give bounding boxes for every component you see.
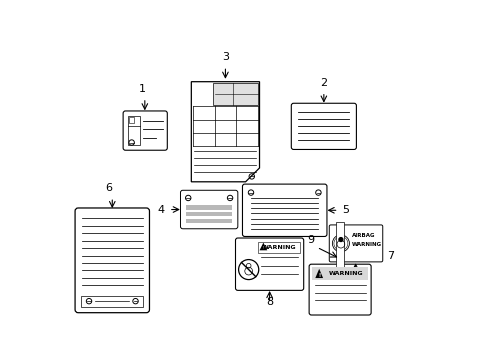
- FancyBboxPatch shape: [308, 264, 370, 315]
- Bar: [311, 267, 367, 280]
- FancyBboxPatch shape: [291, 103, 356, 149]
- FancyBboxPatch shape: [235, 238, 303, 291]
- Text: !: !: [317, 273, 320, 278]
- Text: 4: 4: [158, 204, 164, 215]
- Text: WARNING: WARNING: [328, 271, 363, 276]
- Polygon shape: [259, 243, 267, 250]
- Text: AIRBAG: AIRBAG: [351, 233, 374, 238]
- Circle shape: [338, 238, 342, 242]
- Text: WARNING: WARNING: [261, 245, 296, 250]
- Text: !: !: [262, 246, 264, 250]
- FancyBboxPatch shape: [180, 190, 237, 229]
- Bar: [128, 117, 134, 123]
- Text: 8: 8: [265, 297, 273, 307]
- Bar: [127, 116, 140, 145]
- Polygon shape: [191, 82, 259, 182]
- FancyBboxPatch shape: [75, 208, 149, 313]
- Bar: [185, 205, 232, 210]
- Bar: [81, 296, 143, 306]
- FancyBboxPatch shape: [328, 225, 382, 262]
- Text: 7: 7: [386, 252, 394, 261]
- Bar: [185, 219, 232, 223]
- Bar: [258, 242, 299, 253]
- Text: 5: 5: [342, 205, 349, 215]
- Bar: [336, 222, 343, 268]
- Text: 2: 2: [320, 78, 327, 88]
- Text: 6: 6: [105, 183, 112, 193]
- Text: 1: 1: [139, 84, 146, 94]
- Text: WARNING: WARNING: [351, 242, 381, 247]
- FancyBboxPatch shape: [242, 184, 326, 237]
- Bar: [185, 212, 232, 216]
- FancyBboxPatch shape: [123, 111, 167, 150]
- Polygon shape: [315, 269, 323, 278]
- Text: 9: 9: [306, 235, 314, 245]
- Text: 3: 3: [222, 53, 228, 62]
- Bar: [213, 83, 258, 105]
